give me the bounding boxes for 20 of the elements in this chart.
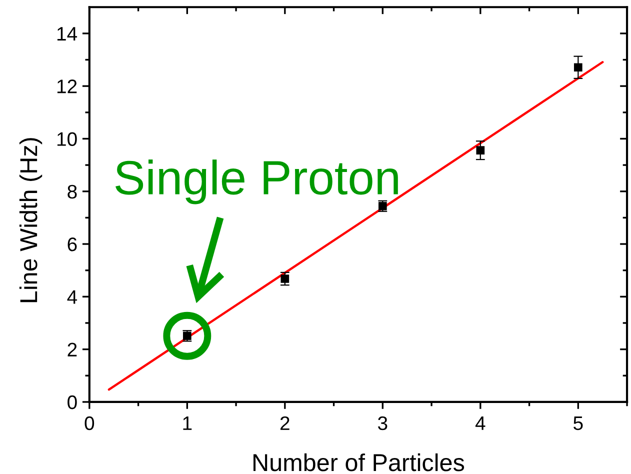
annotation: Single Proton [116,160,398,204]
point [476,146,485,154]
y-tick-label: 2 [68,342,77,356]
x-tick-label: 5 [574,416,583,430]
y-tick-label: 10 [57,132,77,146]
y-tick-label: 12 [57,80,77,94]
y-tick-label: 8 [68,184,77,199]
x-tick-label: 4 [475,416,486,430]
y-axis-title: Line Width (Hz) [19,138,42,302]
y-tick-label: 14 [57,27,78,40]
y-tick-label: 4 [67,290,78,304]
x-axis-title: Number of Particles [254,453,464,472]
x-tick-label: 1 [183,416,192,430]
x-tick-label: 0 [84,416,94,430]
point [574,63,582,72]
point [280,274,290,283]
x-tick-label: 3 [378,416,388,430]
y-tick-label: 6 [68,237,77,252]
y-tick-label: 0 [68,395,77,410]
x-tick-label: 2 [280,416,290,430]
